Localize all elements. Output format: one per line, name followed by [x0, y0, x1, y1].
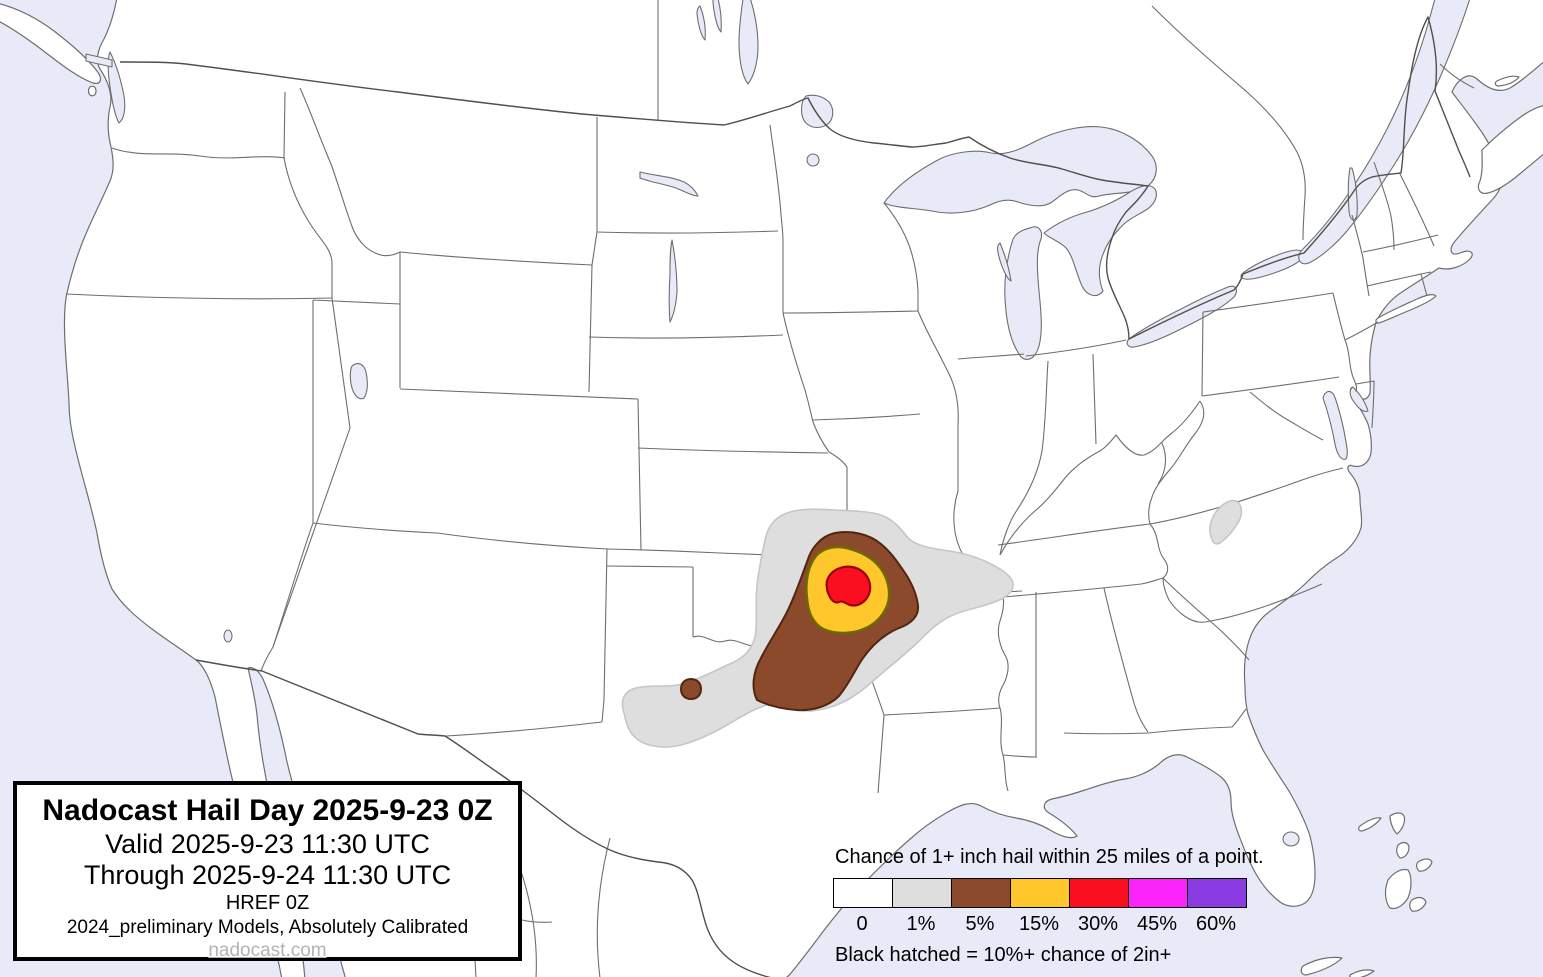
legend-label: 0	[856, 913, 868, 935]
legend-swatch-row	[833, 878, 1264, 908]
north-america-outline	[63, 0, 1543, 977]
legend-label-row: 0 1% 5% 15% 30% 45% 60%	[833, 913, 1264, 936]
legend-label: 60%	[1195, 913, 1237, 935]
legend-label: 45%	[1136, 913, 1178, 935]
valid-time: Valid 2025-9-23 11:30 UTC	[105, 829, 430, 859]
legend-label: 30%	[1077, 913, 1119, 935]
calibration-note: 2024_preliminary Models, Absolutely Cali…	[66, 917, 469, 938]
through-time: Through 2025-9-24 11:30 UTC	[83, 860, 452, 890]
lake-manitoba	[696, 5, 706, 41]
st-lawrence-river	[1298, 0, 1471, 265]
model-label: HREF 0Z	[225, 892, 310, 914]
forecast-title: Nadocast Hail Day 2025-9-23 0Z	[42, 794, 493, 827]
prince-edward-island	[1494, 75, 1520, 87]
vancouver-island	[0, 3, 102, 84]
great-salt-lake	[349, 363, 368, 400]
strait-juan-de-fuca	[85, 53, 113, 68]
bahamas-island	[1409, 896, 1427, 912]
lake-of-the-woods	[800, 94, 834, 129]
lake-michigan	[1004, 226, 1043, 360]
long-island	[1375, 293, 1437, 324]
bahamas-island	[1396, 841, 1410, 859]
legend-swatch-30%	[1069, 878, 1129, 908]
title-box: Nadocast Hail Day 2025-9-23 0Z Valid 202…	[13, 781, 522, 961]
cuba-coast	[1300, 956, 1343, 976]
bahamas-island	[1358, 817, 1382, 832]
chesapeake-bay	[1322, 390, 1348, 460]
legend-hatched-note: Black hatched = 10%+ chance of 2in+	[835, 944, 1172, 966]
legend-label: 5%	[965, 913, 995, 935]
legend-swatch-15%	[1010, 878, 1070, 908]
national-borders	[119, 16, 1471, 977]
contour-5pct-west-oklahoma-spot	[680, 678, 702, 700]
mille-lacs-lake	[806, 153, 820, 167]
lakes-and-bays	[85, 0, 1471, 847]
lake-huron	[1043, 185, 1157, 297]
lake-winnipegosis	[712, 0, 722, 33]
lake-okeechobee	[1282, 831, 1300, 847]
salton-sea	[223, 629, 233, 643]
legend: Chance of 1+ inch hail within 25 miles o…	[833, 846, 1264, 967]
legend-swatch-0	[833, 878, 893, 908]
coastal-island	[87, 85, 97, 97]
legend-label: 1%	[906, 913, 936, 935]
bahamas-island	[1389, 812, 1406, 835]
lake-winnipeg	[738, 0, 759, 85]
mexico-border	[195, 659, 771, 977]
bahamas-island	[1384, 868, 1412, 910]
contour-1pct-tennessee	[1209, 499, 1243, 545]
hail-contours	[621, 499, 1243, 748]
legend-swatch-45%	[1128, 878, 1188, 908]
legend-title: Chance of 1+ inch hail within 25 miles o…	[835, 846, 1264, 868]
legend-label: 15%	[1018, 913, 1060, 935]
legend-swatch-60%	[1187, 878, 1247, 908]
puget-sound	[107, 51, 126, 124]
bahamas-island	[1416, 858, 1433, 872]
nadocast-link[interactable]: nadocast.com	[208, 940, 327, 961]
canada-border	[119, 16, 1471, 340]
legend-swatch-5%	[951, 878, 1011, 908]
nova-scotia	[1477, 105, 1543, 194]
legend-swatch-1%	[892, 878, 952, 908]
green-bay	[997, 242, 1012, 282]
lake-sakakawea	[639, 171, 699, 197]
lake-oahe	[668, 239, 678, 323]
delaware-bay	[1349, 386, 1369, 412]
contour-30pct-main	[825, 565, 872, 607]
